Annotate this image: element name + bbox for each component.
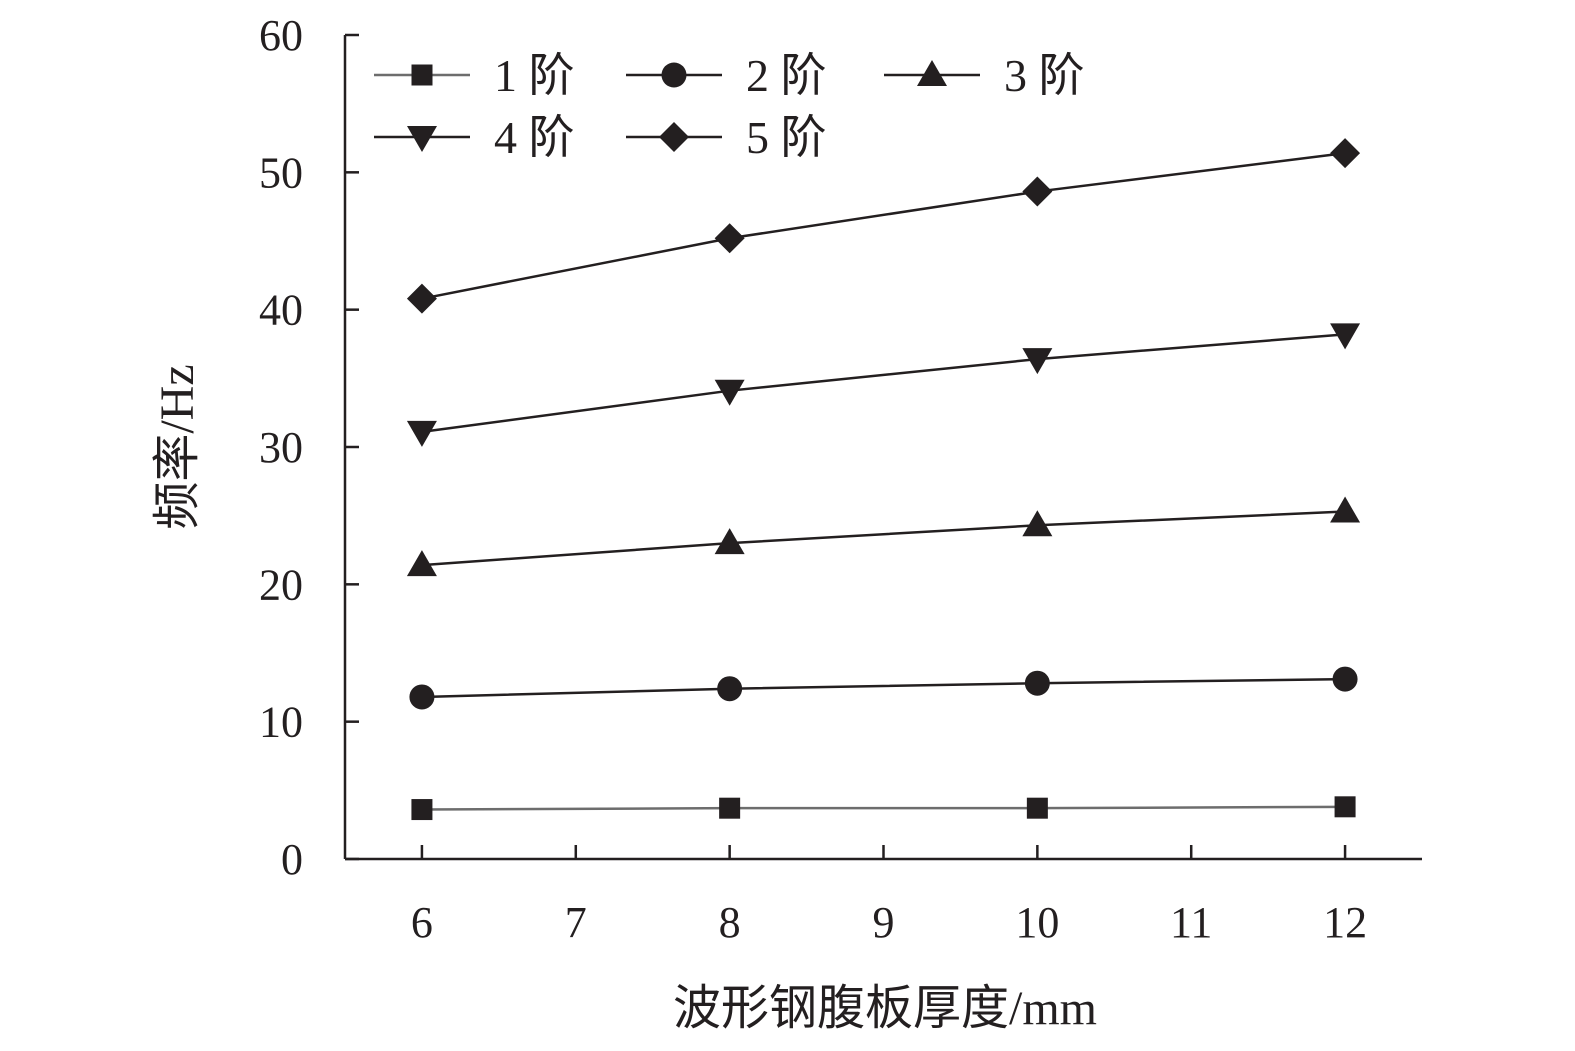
data-point-series-1 (1334, 796, 1356, 818)
data-point-series-4 (1022, 348, 1053, 375)
x-tick-label: 12 (1323, 898, 1367, 947)
legend-label-5: 5 阶 (746, 112, 827, 163)
series-line-4 (421, 333, 1346, 434)
data-point-series-3 (406, 550, 437, 577)
series-lines-group (421, 151, 1346, 811)
x-tick-label: 8 (719, 898, 741, 947)
data-point-series-5 (1330, 138, 1361, 169)
x-tick-label: 7 (565, 898, 587, 947)
data-point-series-2 (717, 676, 743, 702)
legend-marker-4 (407, 126, 437, 152)
y-tick-label: 60 (259, 11, 303, 60)
legend-label-2: 2 阶 (746, 50, 827, 101)
x-tick-label: 6 (411, 898, 433, 947)
legend-label-3: 3 阶 (1004, 50, 1085, 101)
data-point-series-1 (411, 799, 433, 821)
data-point-series-3 (1022, 510, 1053, 537)
legend-label-4: 4 阶 (494, 112, 575, 163)
legend-label-1: 1 阶 (494, 50, 575, 101)
series-line-5 (421, 151, 1346, 300)
data-point-series-3 (714, 528, 745, 555)
data-point-series-4 (1330, 323, 1361, 350)
data-point-series-2 (1024, 670, 1050, 696)
y-axis-title: 频率/Hz (151, 364, 204, 529)
series-markers-group (406, 138, 1361, 821)
data-point-series-4 (406, 420, 437, 447)
x-tick-label: 11 (1170, 898, 1212, 947)
x-tick-label: 10 (1015, 898, 1059, 947)
data-point-series-1 (719, 797, 741, 819)
x-tick-label: 9 (873, 898, 895, 947)
y-tick-label: 20 (259, 560, 303, 609)
legend-marker-2 (661, 62, 687, 88)
data-point-series-2 (409, 684, 435, 710)
series-line-2 (421, 677, 1346, 699)
legend-marker-1 (411, 64, 433, 86)
data-point-series-3 (1330, 496, 1361, 523)
x-axis-title: 波形钢腹板厚度/mm (673, 982, 1097, 1035)
axes-group: 0 10 20 30 40 50 60 6 7 8 9 10 11 12 (259, 11, 1422, 947)
data-point-series-2 (1332, 666, 1358, 692)
legend-marker-3 (917, 60, 947, 86)
y-tick-label: 50 (259, 148, 303, 197)
y-tick-label: 30 (259, 423, 303, 472)
legend: 1 阶 2 阶 3 阶 4 阶 5 阶 (374, 50, 1085, 163)
y-tick-label: 10 (259, 698, 303, 747)
data-point-series-5 (714, 223, 745, 254)
legend-marker-5 (659, 122, 689, 152)
data-point-series-5 (406, 283, 437, 314)
series-line-1 (421, 805, 1346, 811)
series-line-3 (421, 510, 1346, 567)
data-point-series-5 (1022, 176, 1053, 207)
y-tick-label: 40 (259, 286, 303, 335)
y-tick-label: 0 (281, 835, 303, 884)
data-point-series-4 (714, 379, 745, 406)
data-point-series-1 (1026, 797, 1048, 819)
